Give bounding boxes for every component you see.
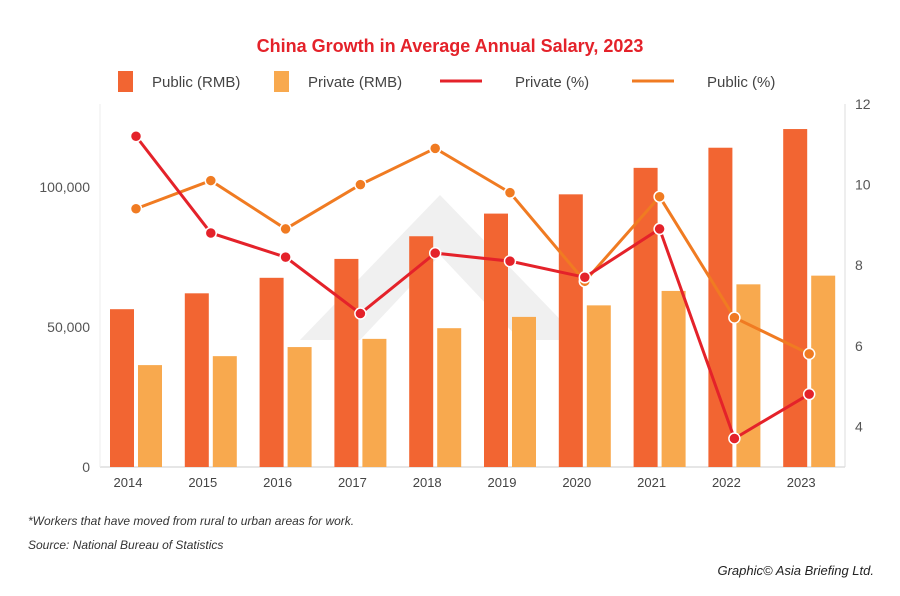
bar-private-rmb [512, 316, 536, 467]
bar-public-rmb [259, 277, 284, 467]
bar-public-rmb [484, 213, 508, 467]
bar-private-rmb [661, 290, 686, 467]
left-tick-label: 100,000 [39, 179, 90, 195]
point-private-pct [204, 226, 218, 240]
source: Source: National Bureau of Statistics [28, 538, 224, 552]
left-tick-label: 0 [82, 459, 90, 475]
right-tick-label: 10 [855, 177, 871, 193]
line-public-pct [135, 146, 810, 356]
legend-label: Private (%) [515, 74, 589, 91]
left-tick-label: 50,000 [47, 319, 90, 335]
x-tick-label: 2023 [787, 475, 816, 490]
legend-label: Public (RMB) [152, 74, 240, 91]
bar-public-rmb [558, 194, 583, 467]
bar-private-rmb [586, 305, 611, 467]
point-private-pct [129, 129, 143, 143]
point-public-pct [279, 222, 292, 236]
bar-public-rmb [783, 129, 808, 467]
x-tick-label: 2019 [488, 475, 517, 490]
right-tick-label: 6 [855, 338, 863, 354]
point-public-pct [354, 178, 367, 191]
point-public-pct [129, 202, 143, 216]
bar-private-rmb [362, 338, 387, 467]
legend-label: Public (%) [707, 74, 775, 91]
bar-public-rmb [184, 293, 209, 467]
bar-public-rmb [334, 258, 359, 467]
point-public-pct [802, 347, 816, 361]
x-tick-label: 2014 [114, 475, 143, 490]
bar-private-rmb [811, 275, 836, 467]
point-private-pct [578, 271, 592, 284]
point-private-pct [728, 432, 741, 445]
bar-private-rmb [437, 328, 462, 467]
footnote: *Workers that have moved from rural to u… [28, 514, 355, 528]
bar-private-rmb [212, 356, 237, 467]
right-tick-label: 8 [855, 257, 863, 273]
point-public-pct [728, 311, 741, 324]
x-tick-label: 2016 [263, 475, 292, 490]
x-tick-label: 2015 [188, 475, 217, 490]
point-public-pct [428, 142, 442, 155]
right-tick-label: 4 [855, 418, 863, 434]
credit: Graphic© Asia Briefing Ltd. [717, 563, 874, 578]
x-tick-label: 2021 [637, 475, 666, 490]
legend-label: Private (RMB) [308, 74, 402, 91]
point-private-pct [279, 250, 292, 264]
bar-private-rmb [287, 347, 312, 467]
point-public-pct [653, 190, 666, 203]
bar-public-rmb [633, 167, 658, 468]
point-private-pct [802, 387, 816, 401]
point-public-pct [204, 174, 218, 187]
x-tick-label: 2020 [562, 475, 591, 490]
x-tick-label: 2018 [413, 475, 442, 490]
point-private-pct [653, 222, 666, 236]
bar-public-rmb [409, 236, 434, 467]
legend-swatch [118, 71, 133, 92]
x-tick-label: 2017 [338, 475, 367, 490]
point-private-pct [428, 246, 442, 260]
chart-title: China Growth in Average Annual Salary, 2… [257, 36, 644, 56]
point-private-pct [503, 254, 517, 268]
watermark-logo [300, 195, 580, 340]
right-tick-label: 12 [855, 96, 871, 112]
line-private-pct [134, 135, 810, 441]
x-tick-label: 2022 [712, 475, 741, 490]
legend-swatch [274, 71, 289, 92]
bar-public-rmb [110, 309, 134, 467]
bar-private-rmb [138, 365, 162, 467]
point-private-pct [354, 307, 367, 320]
point-public-pct [503, 186, 517, 199]
